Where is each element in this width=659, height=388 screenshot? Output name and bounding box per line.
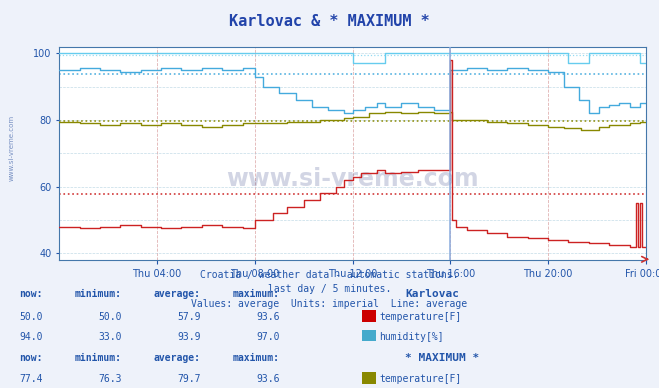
Text: 93.6: 93.6	[256, 374, 280, 385]
Text: Karlovac & * MAXIMUM *: Karlovac & * MAXIMUM *	[229, 14, 430, 29]
Text: 33.0: 33.0	[98, 332, 122, 342]
Text: 94.0: 94.0	[19, 332, 43, 342]
Text: minimum:: minimum:	[75, 353, 122, 363]
Text: now:: now:	[19, 289, 43, 299]
Text: 97.0: 97.0	[256, 332, 280, 342]
Text: temperature[F]: temperature[F]	[379, 312, 461, 322]
Text: * MAXIMUM *: * MAXIMUM *	[405, 353, 480, 363]
Text: temperature[F]: temperature[F]	[379, 374, 461, 385]
Text: www.si-vreme.com: www.si-vreme.com	[226, 167, 479, 191]
Text: Croatia / weather data - automatic stations.
last day / 5 minutes.
Values: avera: Croatia / weather data - automatic stati…	[191, 270, 468, 309]
Text: now:: now:	[19, 353, 43, 363]
Text: 93.9: 93.9	[177, 332, 201, 342]
Text: 76.3: 76.3	[98, 374, 122, 385]
Text: maximum:: maximum:	[233, 353, 280, 363]
Text: 50.0: 50.0	[19, 312, 43, 322]
Text: www.si-vreme.com: www.si-vreme.com	[9, 114, 14, 180]
Text: Karlovac: Karlovac	[405, 289, 459, 299]
Text: humidity[%]: humidity[%]	[379, 332, 444, 342]
Text: 79.7: 79.7	[177, 374, 201, 385]
Text: 93.6: 93.6	[256, 312, 280, 322]
Text: average:: average:	[154, 289, 201, 299]
Text: maximum:: maximum:	[233, 289, 280, 299]
Text: 50.0: 50.0	[98, 312, 122, 322]
Text: 77.4: 77.4	[19, 374, 43, 385]
Text: 57.9: 57.9	[177, 312, 201, 322]
Text: average:: average:	[154, 353, 201, 363]
Text: minimum:: minimum:	[75, 289, 122, 299]
